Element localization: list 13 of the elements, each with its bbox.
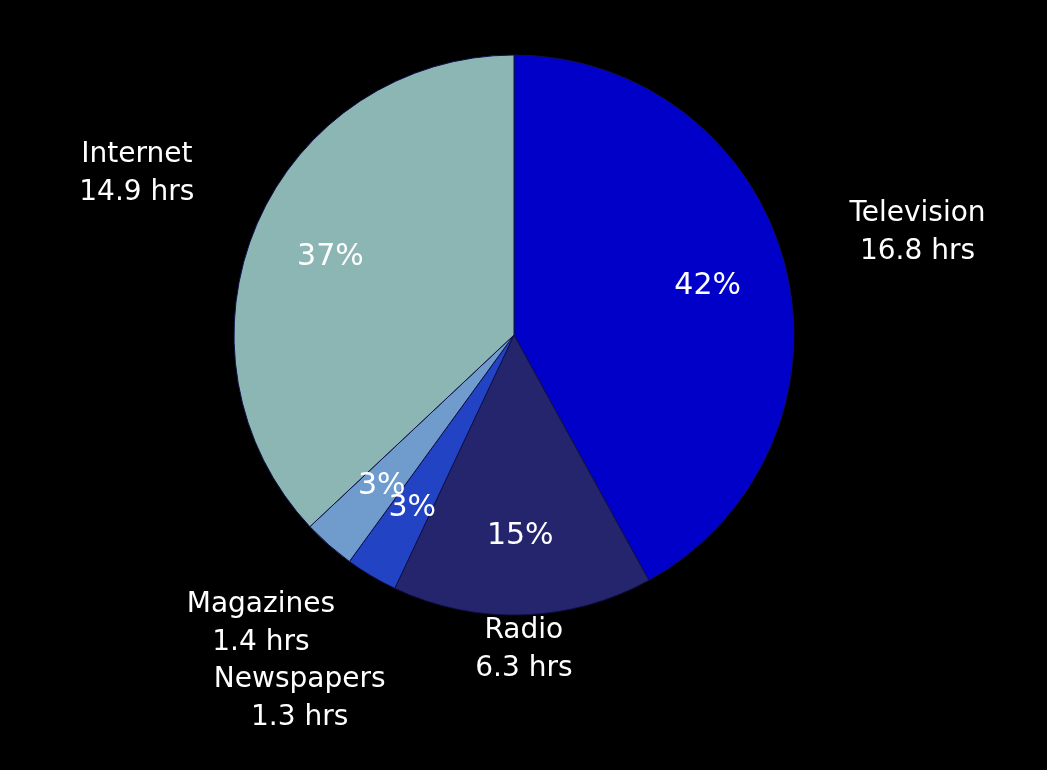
data-label: 42% — [674, 266, 742, 302]
text: 16.8 hrs — [859, 233, 975, 267]
text: 1.4 hrs — [212, 624, 310, 658]
text: 6.3 hrs — [475, 650, 573, 684]
text: 14.9 hrs — [79, 173, 195, 207]
data-label: 37% — [297, 236, 364, 272]
slice-label: Radio — [484, 612, 564, 646]
slice-label: Newspapers — [213, 661, 386, 695]
text: 1.3 hrs — [251, 699, 349, 733]
data-label: 15% — [486, 515, 554, 551]
slice-label: Magazines — [186, 586, 336, 620]
slice-label: Television — [848, 195, 986, 229]
slice-label: Internet — [81, 135, 193, 169]
